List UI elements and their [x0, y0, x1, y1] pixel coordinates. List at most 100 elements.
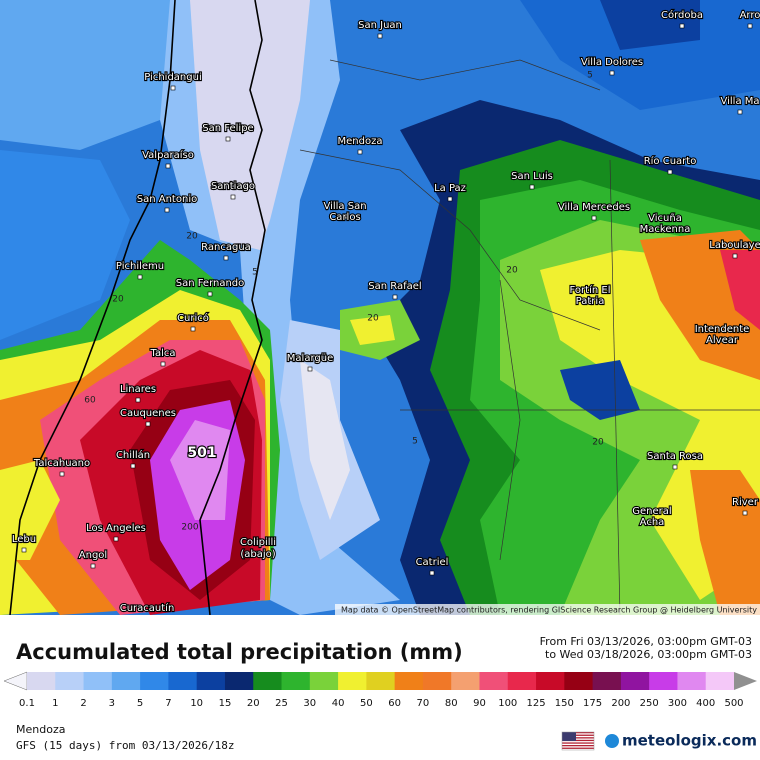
legend-label: 200 — [611, 698, 630, 709]
city-dot — [732, 253, 738, 259]
legend-swatch — [422, 672, 452, 690]
city-label: Linares — [120, 384, 156, 395]
city-label: Colipilli — [240, 537, 276, 548]
city-label: Malargüe — [287, 353, 333, 364]
city-dot — [145, 617, 149, 621]
flag-stripe — [562, 732, 594, 734]
city-dot — [165, 163, 171, 169]
city-dot — [113, 536, 119, 542]
city-label: Chillán — [116, 449, 150, 461]
city-dot — [190, 326, 196, 332]
city-dot — [429, 570, 435, 576]
precip-area — [690, 470, 760, 615]
city-dot — [649, 519, 655, 525]
city-dot — [145, 421, 151, 427]
legend-label: 30 — [303, 698, 316, 709]
flag-border — [561, 731, 595, 751]
legend-swatch — [564, 672, 594, 690]
city-dot — [679, 23, 685, 29]
valid-to: to Wed 03/18/2026, 03:00pm GMT-03 — [545, 648, 752, 661]
contour-label: 60 — [84, 396, 96, 406]
contour-label: 200 — [181, 523, 198, 533]
country-border — [199, 0, 266, 615]
legend-label: 3 — [109, 698, 115, 709]
contour-label: 5 — [587, 71, 593, 81]
city-label: Catriel — [416, 557, 449, 568]
city-label: San Fernando — [176, 278, 245, 289]
city-label: Curicó — [177, 312, 209, 324]
legend-label: 300 — [668, 698, 687, 709]
city-label: General — [632, 506, 671, 517]
city-label: San Juan — [358, 20, 402, 31]
flag-stripe — [562, 734, 594, 736]
legend-swatch — [253, 672, 283, 690]
legend-swatch — [507, 672, 537, 690]
city-label: Pichidangui — [144, 72, 201, 83]
city-label: San Felipe — [202, 123, 253, 134]
legend-swatch — [168, 672, 198, 690]
city-dot — [587, 298, 593, 304]
city-dot — [742, 510, 748, 516]
city-label: Carlos — [329, 212, 360, 223]
attribution-bg — [335, 604, 760, 615]
contour-label: 20 — [506, 266, 518, 276]
city-label: Los Angeles — [86, 523, 146, 534]
city-dot — [21, 547, 27, 553]
city-label: Mendoza — [338, 136, 383, 147]
legend-swatch — [394, 672, 424, 690]
precip-area — [350, 315, 395, 345]
city-dot — [164, 207, 170, 213]
city-dot — [591, 215, 597, 221]
city-dot — [207, 291, 213, 297]
title: Accumulated total precipitation (mm) — [16, 640, 463, 664]
legend-swatch — [366, 672, 396, 690]
city-label: San Luis — [511, 171, 553, 182]
legend-swatch — [705, 672, 735, 690]
legend-label: 1 — [52, 698, 58, 709]
city-label: La Paz — [434, 183, 466, 194]
contour-label: 20 — [186, 232, 198, 242]
city-dot — [135, 397, 141, 403]
legend-swatch — [620, 672, 650, 690]
city-label: Intendente — [695, 324, 750, 335]
city-label: Villa Ma — [720, 96, 759, 107]
location: Mendoza — [16, 723, 65, 736]
legend-label: 90 — [473, 698, 486, 709]
city-dot — [672, 464, 678, 470]
legend-swatch — [338, 672, 367, 690]
city-dot — [662, 226, 668, 232]
city-dot — [342, 214, 348, 220]
legend-label: 5 — [137, 698, 143, 709]
contour-label: 20 — [112, 295, 124, 305]
city-label: (abajo) — [240, 549, 275, 560]
province-border — [499, 279, 521, 561]
city-dot — [223, 255, 229, 261]
legend-swatch — [111, 672, 141, 690]
coastline — [9, 0, 176, 615]
city-dot — [747, 23, 753, 29]
flag-stripe — [562, 742, 594, 744]
city-label: Arro — [740, 10, 760, 21]
legend-label: 150 — [555, 698, 574, 709]
city-dot — [90, 563, 96, 569]
city-label: Alvear — [706, 335, 739, 346]
legend-swatch — [451, 672, 480, 690]
legend-label: 400 — [696, 698, 715, 709]
city-dot — [170, 85, 176, 91]
city-dot — [137, 274, 143, 280]
legend-swatch — [83, 672, 113, 690]
city-label: Talcahuano — [33, 458, 90, 469]
city-dot — [357, 149, 363, 155]
legend-label: 250 — [640, 698, 659, 709]
legend-label: 15 — [219, 698, 232, 709]
city-label: Laboulaye — [709, 240, 760, 251]
city-label: Río Cuarto — [644, 155, 697, 167]
city-label: Fortín El — [570, 284, 611, 296]
city-dot — [160, 361, 166, 367]
city-dot — [377, 33, 383, 39]
city-label: Valparaíso — [142, 149, 194, 161]
city-label: Villa Dolores — [581, 57, 643, 68]
legend-label: 7 — [165, 698, 171, 709]
precip-area — [190, 0, 310, 250]
flag-stripe — [562, 737, 594, 739]
